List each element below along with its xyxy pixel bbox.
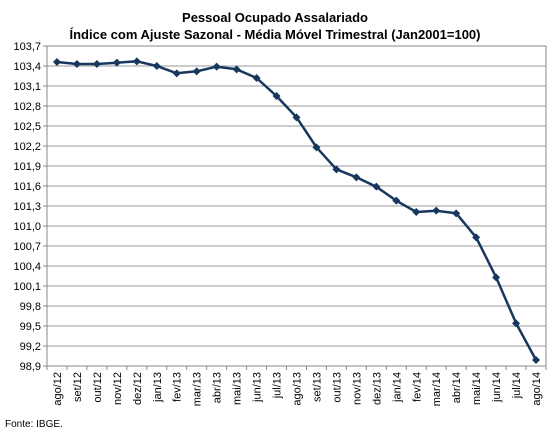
plot-area-border [46, 45, 547, 367]
x-tick-label: ago/14 [531, 372, 543, 406]
x-tick-labels: ago/12 set/12 out/12 nov/12 dez/12 jan/13 fev/… [52, 372, 543, 406]
data-point [92, 60, 101, 68]
chart-title: Pessoal Ocupado Assalariado [182, 10, 368, 25]
x-tick-label: set/12 [72, 372, 84, 402]
data-point [412, 208, 421, 216]
gridlines [47, 45, 546, 367]
chart-subtitle: Índice com Ajuste Sazonal - Média Móvel … [69, 27, 481, 42]
data-point [192, 67, 201, 76]
data-point [452, 209, 461, 218]
y-tick-label: 99,2 [20, 341, 41, 353]
x-tick-label: fev/13 [172, 372, 184, 402]
data-point [252, 74, 261, 82]
y-tick-label: 100,7 [13, 241, 41, 253]
x-tick-label: ago/12 [52, 372, 64, 406]
y-tick-label: 98,9 [20, 361, 41, 373]
data-point [332, 165, 341, 174]
x-tick-label: abr/14 [451, 372, 463, 403]
data-point [232, 65, 241, 74]
data-point [492, 273, 501, 282]
x-tick-label: set/13 [311, 372, 323, 402]
y-tick-label: 102,5 [13, 121, 41, 133]
x-tick-label: jun/13 [252, 372, 264, 403]
y-tick-label: 101,3 [13, 201, 41, 213]
x-tick-label: out/12 [92, 372, 104, 403]
data-point [432, 206, 441, 215]
x-tick-label: jan/14 [391, 372, 403, 403]
x-tick-label: out/13 [331, 372, 343, 403]
y-tick-label: 99,5 [20, 321, 41, 333]
x-tick-label: jul/14 [511, 372, 523, 399]
data-point [112, 58, 121, 67]
data-point [372, 182, 381, 191]
x-tick-label: fev/14 [411, 372, 423, 402]
data-point [472, 233, 481, 242]
data-point [292, 113, 301, 122]
data-point [312, 143, 321, 152]
data-point [132, 57, 141, 66]
y-tick-label: 99,8 [20, 301, 41, 313]
data-point [172, 69, 181, 78]
data-point [352, 173, 361, 182]
y-tick-label: 102,2 [13, 141, 41, 153]
data-point [212, 62, 221, 71]
data-point [392, 196, 401, 205]
x-tick-label: jul/13 [272, 372, 284, 399]
y-tick-label: 101,0 [13, 221, 41, 233]
data-series [52, 57, 541, 364]
data-point [532, 356, 541, 364]
axes [43, 45, 547, 370]
y-tick-label: 100,1 [13, 281, 41, 293]
chart-title-block: Pessoal Ocupado Assalariado Índice com A… [0, 9, 550, 43]
data-point [72, 60, 81, 68]
x-tick-label: nov/13 [351, 372, 363, 405]
data-point [52, 58, 61, 66]
x-tick-label: mai/14 [471, 372, 483, 405]
data-point [152, 62, 161, 70]
x-tick-label: jun/14 [491, 372, 503, 403]
y-tick-label: 101,6 [13, 181, 41, 193]
y-tick-label: 103,4 [13, 61, 41, 73]
y-tick-label: 100,4 [13, 261, 41, 273]
source-note: Fonte: IBGE. [5, 419, 63, 430]
y-tick-labels: 103,7 103,4 103,1 102,8 102,5 102,2 101,9 101,6… [13, 41, 41, 373]
x-tick-label: mai/13 [232, 372, 244, 405]
x-tick-label: mar/13 [192, 372, 204, 406]
y-tick-label: 103,7 [13, 41, 41, 53]
y-tick-label: 103,1 [13, 81, 41, 93]
data-point [512, 319, 521, 328]
x-tick-label: jan/13 [152, 372, 164, 403]
x-tick-label: ago/13 [292, 372, 304, 406]
x-tick-label: dez/13 [371, 372, 383, 405]
data-point [272, 92, 281, 100]
x-tick-label: abr/13 [212, 372, 224, 403]
x-tick-label: nov/12 [112, 372, 124, 405]
x-tick-label: mar/14 [431, 372, 443, 406]
x-tick-label: dez/12 [132, 372, 144, 405]
y-tick-label: 101,9 [13, 161, 41, 173]
y-tick-label: 102,8 [13, 101, 41, 113]
